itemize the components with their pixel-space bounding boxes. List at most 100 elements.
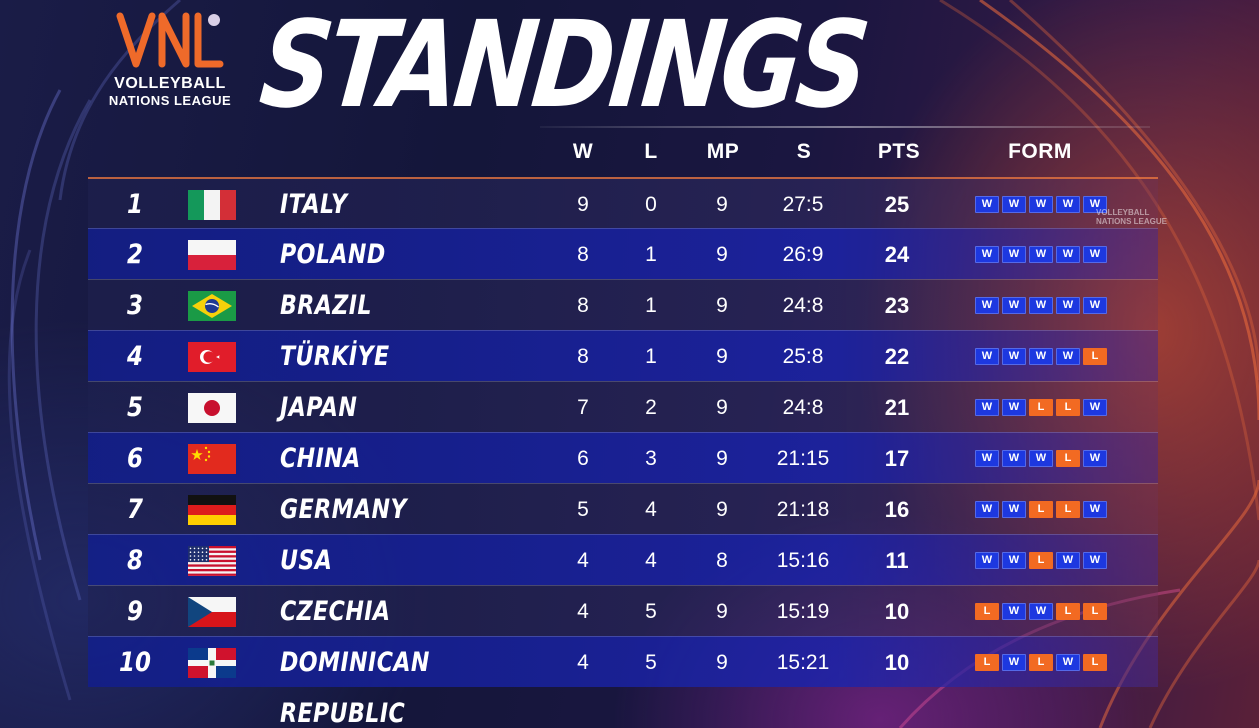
form-loss-badge: L [1083, 654, 1107, 671]
column-header-l: L [644, 140, 658, 163]
losses-value: 5 [645, 651, 657, 674]
form-win-badge: W [975, 196, 999, 213]
column-header-s: S [796, 140, 812, 163]
form-win-badge: W [1083, 501, 1107, 518]
page-title-text: STANDINGS [254, 0, 872, 136]
form-loss-badge: L [1056, 603, 1080, 620]
matches-played-value: 9 [716, 294, 728, 317]
form-win-badge: W [1056, 552, 1080, 569]
table-row: 6 CHINA 6 3 9 21:15 17 W W W L W [88, 432, 1158, 483]
column-header-form: FORM [1008, 140, 1072, 163]
form-win-badge: W [1029, 450, 1053, 467]
team-name: TÜRKİYE [280, 341, 390, 372]
form-loss-badge: L [975, 603, 999, 620]
broadcast-watermark: VOLLEYBALL NATIONS LEAGUE [1096, 208, 1167, 226]
form-loss-badge: L [1083, 348, 1107, 365]
form-win-badge: W [1083, 196, 1107, 213]
form-win-badge: W [1083, 450, 1107, 467]
rank-number: 10 [119, 647, 151, 678]
table-row: 3 BRAZIL 8 1 9 24:8 23 W W W W W [88, 279, 1158, 330]
table-row: 4 TÜRKİYE 8 1 9 25:8 22 W W W W L [88, 330, 1158, 381]
table-row: 5 JAPAN 7 2 9 24:8 21 W W L L W [88, 381, 1158, 432]
rank-number: 4 [127, 341, 143, 372]
form-win-badge: W [1002, 348, 1026, 365]
italy-flag-icon [188, 190, 236, 220]
form-loss-badge: L [1083, 603, 1107, 620]
matches-played-value: 9 [716, 243, 728, 266]
matches-played-value: 9 [716, 396, 728, 419]
form-win-badge: W [1029, 348, 1053, 365]
losses-value: 3 [645, 447, 657, 470]
sets-value: 21:15 [776, 447, 830, 470]
sets-value: 27:5 [782, 193, 824, 216]
team-name: JAPAN [280, 392, 358, 423]
form-win-badge: W [975, 501, 999, 518]
wins-value: 6 [577, 447, 589, 470]
rank-number: 8 [127, 545, 143, 576]
turkiye-flag-icon [188, 342, 236, 372]
losses-value: 1 [645, 243, 657, 266]
form-loss-badge: L [1029, 399, 1053, 416]
form-win-badge: W [975, 297, 999, 314]
form-win-badge: W [1002, 297, 1026, 314]
points-value: 24 [884, 242, 910, 267]
watermark-line-1: VOLLEYBALL [1096, 208, 1150, 217]
form-win-badge: W [1056, 297, 1080, 314]
form-win-badge: W [1056, 654, 1080, 671]
sets-value: 25:8 [782, 345, 824, 368]
column-header-mp: MP [706, 140, 740, 163]
form-loss-badge: L [1029, 552, 1053, 569]
matches-played-value: 9 [716, 600, 728, 623]
wins-value: 8 [577, 243, 589, 266]
points-value: 10 [884, 599, 910, 624]
form-win-badge: W [975, 348, 999, 365]
matches-played-value: 9 [716, 498, 728, 521]
sets-value: 15:16 [776, 549, 830, 572]
losses-value: 5 [645, 600, 657, 623]
logo-line-2: NATIONS LEAGUE [108, 93, 232, 108]
form-win-badge: W [1029, 196, 1053, 213]
rank-number: 2 [127, 239, 143, 270]
wins-value: 8 [577, 345, 589, 368]
team-name: ITALY [280, 189, 348, 220]
form-win-badge: W [1002, 552, 1026, 569]
form-loss-badge: L [1029, 654, 1053, 671]
losses-value: 1 [645, 345, 657, 368]
sets-value: 15:19 [776, 600, 830, 623]
form-loss-badge: L [1056, 501, 1080, 518]
form-win-badge: W [1029, 297, 1053, 314]
form-win-badge: W [1083, 552, 1107, 569]
form-win-badge: W [975, 399, 999, 416]
logo-line-1: VOLLEYBALL [114, 75, 226, 92]
wins-value: 4 [577, 600, 589, 623]
form-win-badge: W [1029, 603, 1053, 620]
form-win-badge: W [1002, 399, 1026, 416]
team-name: DOMINICAN REPUBLIC [280, 647, 430, 728]
team-name: POLAND [280, 239, 386, 270]
points-value: 10 [884, 650, 910, 675]
team-name: CHINA [280, 443, 361, 474]
points-value: 25 [884, 192, 910, 217]
standings-table: 1 ITALY 9 0 9 27:5 25 W W W W W 2 POLAND 8 1 9 26:9 24 W W W W… [88, 177, 1158, 728]
wins-value: 4 [577, 549, 589, 572]
team-name: CZECHIA [280, 596, 391, 627]
sets-value: 15:21 [776, 651, 830, 674]
form-win-badge: W [1056, 196, 1080, 213]
usa-flag-icon [188, 546, 236, 576]
form-win-badge: W [1083, 246, 1107, 263]
rank-number: 7 [127, 494, 143, 525]
losses-value: 2 [645, 396, 657, 419]
points-value: 21 [884, 395, 910, 420]
poland-flag-icon [188, 240, 236, 270]
sets-value: 24:8 [782, 396, 824, 419]
header-divider [540, 126, 1150, 128]
sets-value: 21:18 [776, 498, 830, 521]
form-win-badge: W [1002, 246, 1026, 263]
